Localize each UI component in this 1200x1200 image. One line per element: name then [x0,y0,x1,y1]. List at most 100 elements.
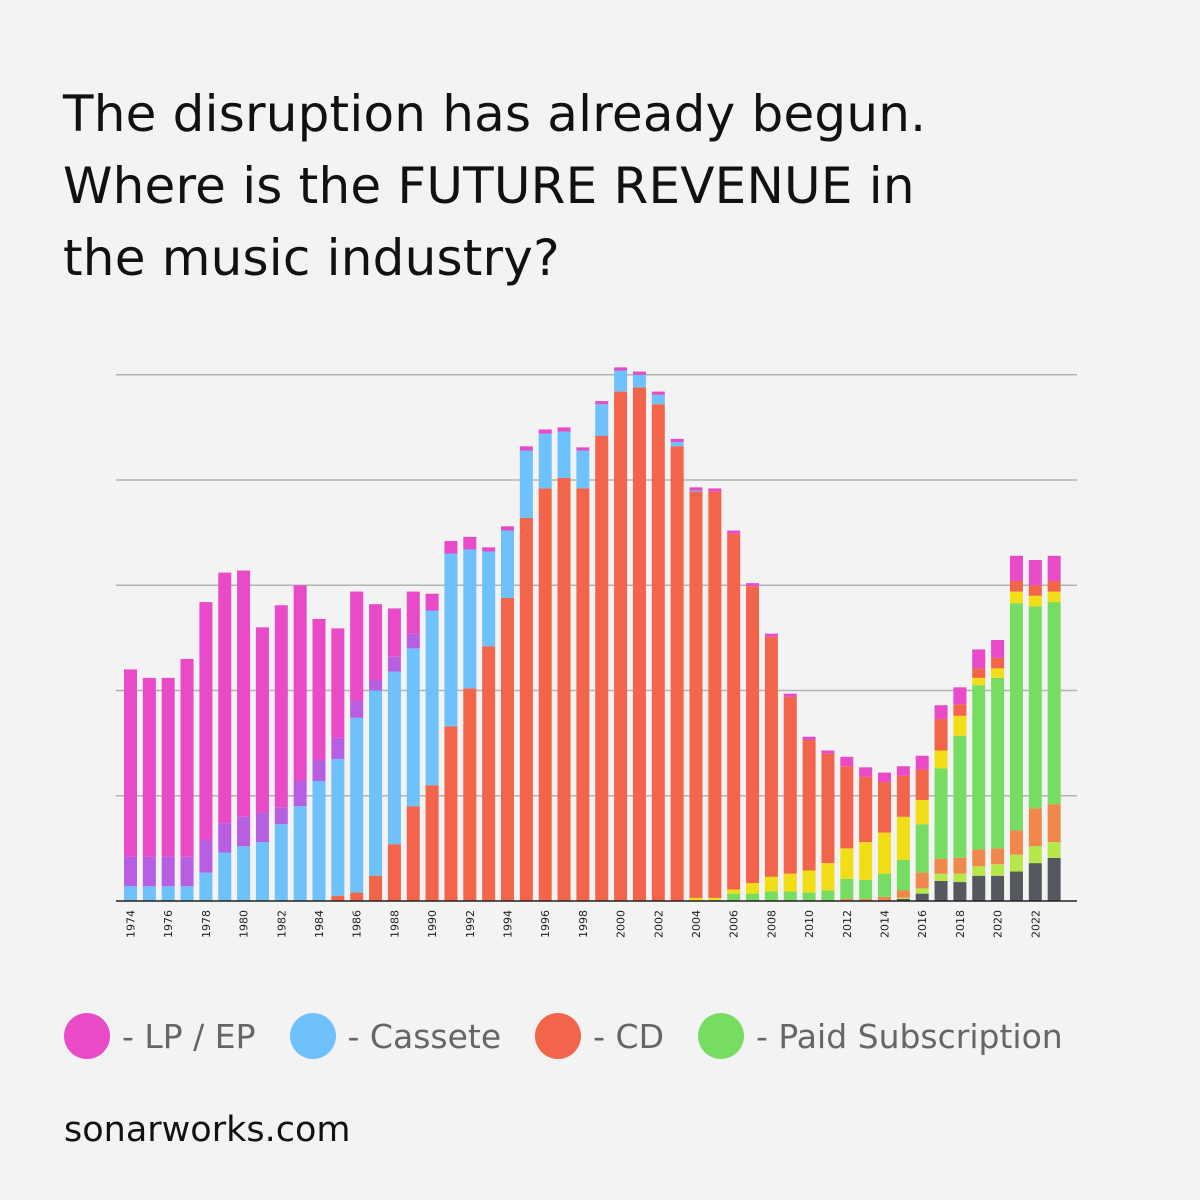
x-tick-label: 2014 [879,910,892,938]
bar-segment [859,776,873,843]
bar-segment [161,886,175,901]
x-tick-label: 2006 [728,910,741,938]
bar-segment [840,848,854,879]
bar-segment [274,807,288,825]
bar-segment [199,839,213,873]
bar-segment [142,856,156,887]
bar-segment [802,736,816,740]
bar-segment [915,799,929,825]
bar-segment [218,572,232,824]
bar-segment [953,704,967,716]
x-tick-label: 1992 [464,910,477,938]
legend-label-paid-subscription: - Paid Subscription [755,1016,1063,1056]
bar-segment [746,586,760,884]
bar-segment [1047,581,1061,592]
bar-segment [237,570,251,817]
bar-segment [915,755,929,770]
bar-segment [746,583,760,587]
bar-segment [1047,804,1061,843]
bar-segment [915,888,929,894]
bar-segment [972,685,986,850]
bar-segment [1028,585,1042,596]
bar-segment [651,391,665,395]
bar-segment [915,872,929,889]
footer-website: sonarworks.com [64,1110,351,1150]
bar-segment [576,488,590,901]
bar-segment [237,846,251,901]
bar-segment [953,687,967,705]
bar-segment [218,823,232,853]
bar-segment [934,881,948,901]
bar-segment [783,891,797,901]
bar-segment [896,775,910,817]
bar-segment [651,404,665,901]
x-tick-label: 2012 [841,910,854,938]
bar-segment [840,756,854,767]
bar-segment [425,593,439,611]
bar-segment [915,824,929,873]
bar-segment [727,533,741,890]
bar-segment [934,750,948,769]
bar-segment [953,873,967,883]
bar-segment [727,889,741,894]
bar-segment [614,391,628,901]
bar-segment [369,679,383,691]
bar-segment [124,886,137,901]
bar-segment [538,429,552,434]
bar-segment [764,633,778,637]
x-tick-label: 2016 [916,910,929,938]
bar-segment [840,766,854,849]
bar-segment [1047,842,1061,858]
x-tick-label: 2018 [954,910,967,938]
bar-segment [878,772,891,783]
bar-segment [840,898,854,901]
bar-segment [1047,602,1061,805]
bar-segment [142,677,156,857]
bar-segment [632,387,646,901]
legend-item-lp-ep: - LP / EP [64,1013,256,1059]
bar-segment [369,875,383,901]
legend-item-cassete: - Cassete [289,1013,501,1059]
bar-segment [406,806,420,901]
bar-segment [519,517,533,901]
bar-segment [1028,606,1042,809]
bar-segment [387,844,401,901]
bar-segment [991,875,1005,901]
legend: - LP / EP - Cassete - CD - Paid Subscrip… [64,1012,1063,1060]
bar-segment [1009,581,1023,592]
bar-segment [180,856,194,887]
bar-segment [1047,555,1061,582]
bar-segment [840,878,854,899]
bar-segment [557,431,571,478]
bar-segment [934,718,948,751]
bar-segment [878,873,891,897]
bar-segment [896,897,910,899]
bar-segment [1009,871,1023,901]
bar-segment [689,487,703,491]
bar-segment [557,477,571,901]
x-tick-label: 2020 [992,910,1005,938]
bar-segment [538,433,552,489]
x-tick-label: 2008 [765,910,778,938]
bar-segment [331,895,345,901]
bar-segment [406,633,420,649]
bar-segment [576,450,590,489]
x-tick-label: 1984 [313,910,326,938]
bar-segment [1009,603,1023,831]
bar-segment [708,897,722,900]
bar-segment [1047,591,1061,603]
bar-segment [501,597,514,901]
bar-segment [331,758,345,896]
bar-segment [482,547,496,552]
bar-segment [878,896,891,901]
bar-segment [896,890,910,898]
bar-segment [991,848,1005,865]
bar-segment [1028,808,1042,847]
bar-segment [821,750,835,754]
bar-segment [859,767,873,777]
bar-segment [595,435,609,901]
bar-segment [878,832,891,874]
bar-segment [331,628,345,738]
x-tick-label: 2000 [615,910,628,938]
bar-segment [161,856,175,887]
